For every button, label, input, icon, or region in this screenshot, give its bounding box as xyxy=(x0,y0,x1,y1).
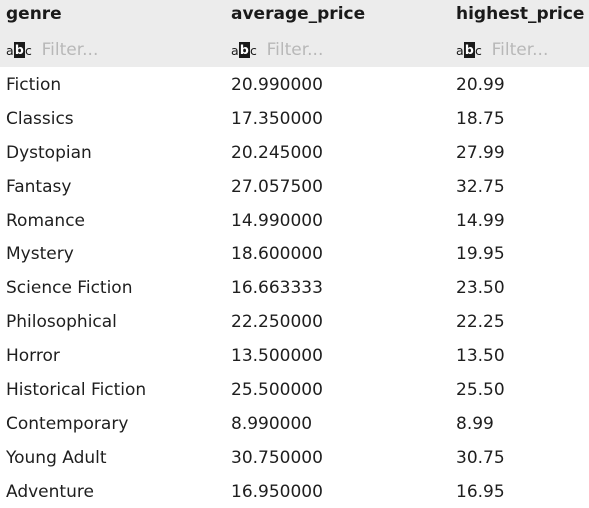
cell-highest-price[interactable]: 18.75 xyxy=(456,108,505,129)
table-row[interactable]: Horror 13.500000 13.50 xyxy=(0,340,589,374)
column-header-average-price[interactable]: average_price xyxy=(231,4,366,24)
cell-highest-price[interactable]: 23.50 xyxy=(456,278,505,299)
cell-average-price[interactable]: 30.750000 xyxy=(231,447,323,468)
table-row[interactable]: Science Fiction 16.663333 23.50 xyxy=(0,272,589,306)
cell-genre[interactable]: Philosophical xyxy=(6,312,117,333)
cell-highest-price[interactable]: 20.99 xyxy=(456,75,505,95)
cell-average-price[interactable]: 13.500000 xyxy=(231,346,323,367)
cell-highest-price[interactable]: 8.99 xyxy=(456,413,494,434)
column-header-genre[interactable]: genre xyxy=(6,4,62,24)
cell-average-price[interactable]: 18.600000 xyxy=(231,244,323,265)
cell-highest-price[interactable]: 19.95 xyxy=(456,244,505,265)
cell-average-price[interactable]: 17.350000 xyxy=(231,108,323,129)
table-row[interactable]: Fiction 20.990000 20.99 xyxy=(0,69,589,103)
table-row[interactable]: Romance 14.990000 14.99 xyxy=(0,205,589,239)
cell-average-price[interactable]: 16.663333 xyxy=(231,278,323,299)
table-row[interactable]: Philosophical 22.250000 22.25 xyxy=(0,306,589,340)
cell-genre[interactable]: Mystery xyxy=(6,244,74,265)
cell-highest-price[interactable]: 27.99 xyxy=(456,142,505,163)
cell-highest-price[interactable]: 30.75 xyxy=(456,447,505,468)
table-row[interactable]: Classics 17.350000 18.75 xyxy=(0,103,589,137)
table-row[interactable]: Historical Fiction 25.500000 25.50 xyxy=(0,374,589,408)
cell-highest-price[interactable]: 32.75 xyxy=(456,176,505,197)
cell-average-price[interactable]: 8.990000 xyxy=(231,413,313,434)
cell-genre[interactable]: Historical Fiction xyxy=(6,380,147,401)
filter-input-highest-price[interactable] xyxy=(491,39,589,61)
cell-genre[interactable]: Dystopian xyxy=(6,142,92,163)
cell-highest-price[interactable]: 16.95 xyxy=(456,481,505,502)
filter-input-genre[interactable] xyxy=(41,39,152,61)
table-row[interactable]: Adventure 16.950000 16.95 xyxy=(0,476,589,508)
cell-average-price[interactable]: 27.057500 xyxy=(231,176,323,197)
filter-input-average-price[interactable] xyxy=(266,39,377,61)
cell-highest-price[interactable]: 13.50 xyxy=(456,346,505,367)
cell-genre[interactable]: Adventure xyxy=(6,481,94,502)
cell-genre[interactable]: Contemporary xyxy=(6,413,129,434)
cell-average-price[interactable]: 16.950000 xyxy=(231,481,323,502)
cell-average-price[interactable]: 25.500000 xyxy=(231,380,323,401)
cell-genre[interactable]: Romance xyxy=(6,210,86,231)
cell-highest-price[interactable]: 25.50 xyxy=(456,380,505,401)
cell-genre[interactable]: Fiction xyxy=(6,75,62,95)
table-row[interactable]: Contemporary 8.990000 8.99 xyxy=(0,408,589,442)
cell-average-price[interactable]: 20.245000 xyxy=(231,142,323,163)
table-row[interactable]: Mystery 18.600000 19.95 xyxy=(0,238,589,272)
table-row[interactable]: Dystopian 20.245000 27.99 xyxy=(0,137,589,171)
cell-average-price[interactable]: 22.250000 xyxy=(231,312,323,333)
table-row[interactable]: Fantasy 27.057500 32.75 xyxy=(0,171,589,205)
table-row[interactable]: Young Adult 30.750000 30.75 xyxy=(0,442,589,476)
cell-genre[interactable]: Horror xyxy=(6,346,60,367)
cell-genre[interactable]: Young Adult xyxy=(6,447,107,468)
cell-average-price[interactable]: 20.990000 xyxy=(231,75,323,95)
cell-average-price[interactable]: 14.990000 xyxy=(231,210,323,231)
cell-highest-price[interactable]: 22.25 xyxy=(456,312,505,333)
column-header-highest-price[interactable]: highest_price xyxy=(456,4,585,24)
cell-genre[interactable]: Classics xyxy=(6,108,74,129)
cell-highest-price[interactable]: 14.99 xyxy=(456,210,505,231)
cell-genre[interactable]: Fantasy xyxy=(6,176,72,197)
grid-header: genre abc average_price abc highest_pric… xyxy=(0,0,589,67)
grid-body: Fiction 20.990000 20.99 Classics 17.3500… xyxy=(0,69,589,508)
cell-genre[interactable]: Science Fiction xyxy=(6,278,133,299)
